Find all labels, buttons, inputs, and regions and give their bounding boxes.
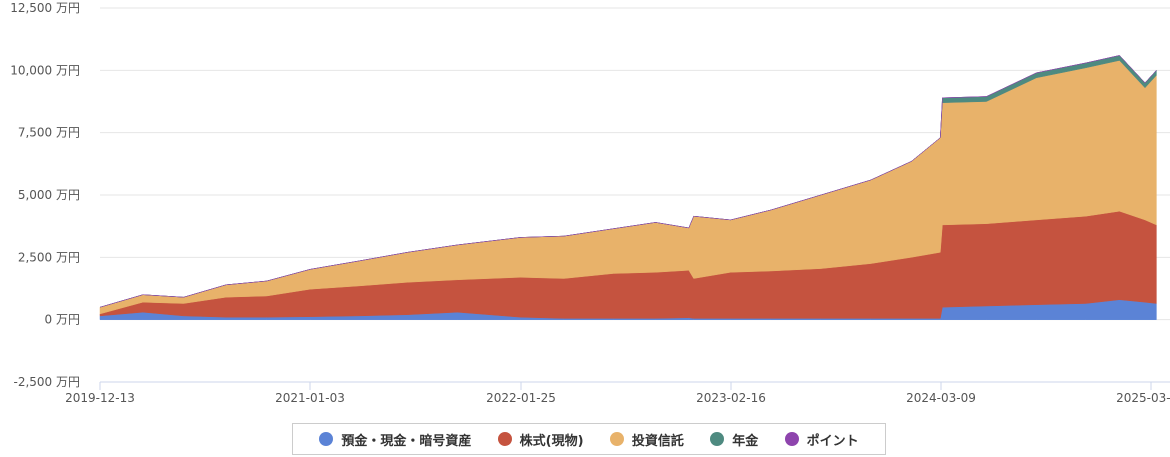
y-tick-label: 10,000 万円 bbox=[10, 63, 80, 77]
y-tick-label: 0 万円 bbox=[45, 313, 80, 327]
legend-swatch-icon bbox=[497, 432, 512, 446]
legend-item[interactable]: 投資信託 bbox=[609, 430, 684, 449]
x-tick-label: 2022-01-25 bbox=[486, 391, 556, 405]
x-tick-label: 2023-02-16 bbox=[696, 391, 766, 405]
x-tick-label: 2024-03-09 bbox=[906, 391, 976, 405]
legend-swatch-icon bbox=[609, 432, 624, 446]
x-tick-label: 2021-01-03 bbox=[275, 391, 345, 405]
y-tick-label: -2,500 万円 bbox=[14, 375, 81, 389]
chart-legend: 預金・現金・暗号資産 株式(現物) 投資信託 年金 ポイント bbox=[292, 423, 886, 455]
stacked-area-chart: 12,500 万円 10,000 万円 7,500 万円 5,000 万円 2,500 … bbox=[10, 1, 1170, 405]
y-tick-label: 5,000 万円 bbox=[18, 188, 80, 202]
legend-label: 株式(現物) bbox=[519, 433, 584, 449]
legend-swatch-icon bbox=[710, 432, 725, 446]
y-tick-label: 12,500 万円 bbox=[10, 1, 80, 15]
legend-label: 預金・現金・暗号資産 bbox=[341, 433, 472, 449]
legend-swatch-icon bbox=[784, 432, 799, 446]
series-area bbox=[99, 55, 1157, 308]
legend-label: ポイント bbox=[806, 433, 859, 449]
y-axis-labels: 12,500 万円 10,000 万円 7,500 万円 5,000 万円 2,500 … bbox=[10, 1, 80, 389]
legend-label: 年金 bbox=[732, 433, 759, 449]
x-tick-label: 2019-12-13 bbox=[65, 391, 135, 405]
x-tick-label: 2025-03-31 bbox=[1116, 391, 1170, 405]
legend-item[interactable]: ポイント bbox=[784, 430, 859, 449]
legend-item[interactable]: 株式(現物) bbox=[497, 430, 584, 449]
legend-swatch-icon bbox=[319, 432, 334, 446]
legend-item[interactable]: 預金・現金・暗号資産 bbox=[319, 430, 471, 449]
area-series bbox=[99, 55, 1157, 320]
y-tick-label: 2,500 万円 bbox=[18, 250, 80, 264]
legend-label: 投資信託 bbox=[631, 433, 684, 449]
legend-item[interactable]: 年金 bbox=[710, 430, 758, 449]
axes bbox=[99, 381, 1170, 390]
x-axis-labels: 2019-12-13 2021-01-03 2022-01-25 2023-02-16… bbox=[65, 391, 1170, 405]
y-tick-label: 7,500 万円 bbox=[18, 126, 80, 140]
